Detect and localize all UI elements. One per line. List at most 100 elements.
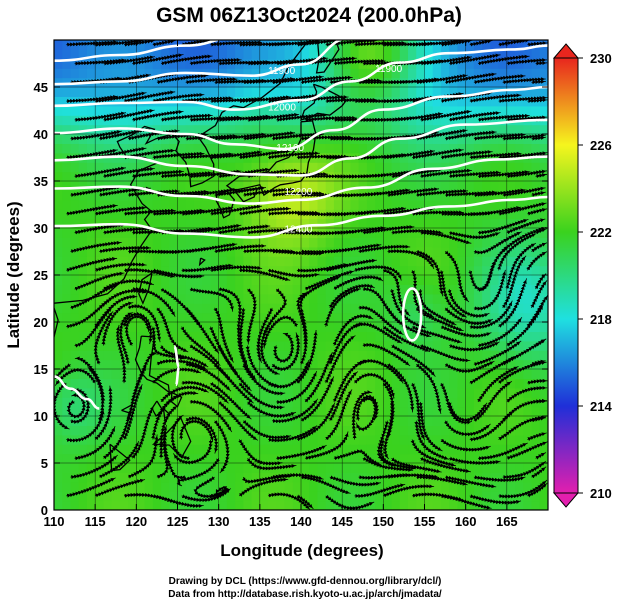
heat-cell (251, 124, 261, 135)
streamline (239, 268, 291, 282)
heat-cell (193, 218, 203, 229)
heat-cell (490, 105, 500, 116)
heat-cell (62, 406, 72, 417)
heat-cell (103, 199, 113, 210)
heat-cell (539, 500, 548, 510)
heat-cell (432, 434, 442, 445)
heat-cell (243, 143, 253, 154)
heat-cell (185, 237, 195, 248)
heat-cell (333, 143, 343, 154)
heat-cell (128, 425, 137, 436)
heat-cell (119, 105, 129, 116)
heat-cell (309, 181, 319, 191)
heat-cell (226, 87, 236, 97)
heat-cell (218, 68, 228, 79)
heat-cell (408, 293, 417, 304)
heat-cell (490, 209, 500, 220)
heat-cell (54, 453, 63, 464)
heat-cell (251, 237, 261, 248)
heat-cell (325, 463, 335, 473)
heat-cell (161, 472, 170, 483)
heat-cell (523, 162, 533, 173)
heat-cell (317, 293, 327, 304)
heat-cell (70, 397, 80, 408)
height-contour (54, 195, 548, 239)
heat-cell (416, 87, 426, 97)
heat-cell (309, 463, 319, 473)
heat-cell (482, 68, 491, 79)
heat-cell (408, 312, 417, 323)
heat-cell (62, 340, 72, 351)
y-axis-label: Latitude (degrees) (4, 201, 23, 348)
heat-cell (193, 171, 203, 182)
heat-cell (490, 416, 500, 426)
heat-cell (317, 105, 327, 116)
heat-cell (210, 124, 220, 135)
heat-cell (86, 416, 96, 426)
heat-cell (482, 453, 491, 464)
heat-cell (210, 49, 220, 60)
heat-cell (152, 218, 162, 229)
heat-cell (235, 331, 244, 342)
heat-cell (473, 256, 483, 267)
heat-cell (391, 40, 401, 50)
heat-cell (169, 453, 179, 464)
heat-cell (325, 434, 335, 445)
y-tick-label: 5 (41, 456, 48, 471)
heat-cell (432, 425, 442, 436)
heat-cell (383, 293, 393, 304)
heat-cell (218, 237, 228, 248)
heat-cell (169, 171, 179, 182)
heat-cell (202, 500, 212, 510)
heat-cell (259, 87, 269, 97)
heat-cell (366, 434, 376, 445)
heat-cell (333, 181, 343, 191)
heat-cell (119, 87, 129, 97)
heat-cell (482, 481, 491, 492)
streamline (440, 494, 492, 510)
heat-cell (235, 453, 244, 464)
heat-cell (449, 481, 459, 492)
heat-cell (185, 77, 195, 88)
heat-cell (86, 331, 96, 342)
heat-cell (78, 171, 88, 182)
heat-cell (424, 463, 434, 473)
heat-cell (218, 359, 228, 370)
heat-cell (317, 237, 327, 248)
heat-cell (325, 500, 335, 510)
streamline (477, 54, 530, 66)
heat-cell (350, 49, 360, 60)
heat-cell (432, 369, 442, 379)
heat-cell (490, 312, 500, 323)
heat-cell (54, 444, 63, 455)
heat-cell (251, 87, 261, 97)
heat-cell (251, 500, 261, 510)
heat-cell (465, 190, 475, 201)
heat-cell (177, 331, 187, 342)
heat-cell (325, 284, 335, 295)
heat-cell (152, 237, 162, 248)
heat-cell (375, 199, 384, 210)
heat-cell (432, 491, 442, 502)
heat-cell (432, 87, 442, 97)
heat-cell (54, 105, 63, 116)
heat-cell (70, 237, 80, 248)
heat-cell (358, 68, 368, 79)
heat-cell (259, 162, 269, 173)
heat-cell (193, 284, 203, 295)
heat-cell (276, 199, 286, 210)
streamline (238, 439, 283, 466)
heat-cell (95, 143, 104, 154)
heat-cell (193, 181, 203, 191)
heat-cell (317, 68, 327, 79)
heat-cell (482, 265, 491, 276)
heat-cell (515, 406, 524, 417)
heat-cell (95, 162, 104, 173)
heat-cell (62, 124, 72, 135)
heat-cell (498, 425, 508, 436)
heat-cell (383, 256, 393, 267)
heat-cell (358, 293, 368, 304)
heat-cell (539, 265, 548, 276)
heat-cell (457, 378, 467, 389)
